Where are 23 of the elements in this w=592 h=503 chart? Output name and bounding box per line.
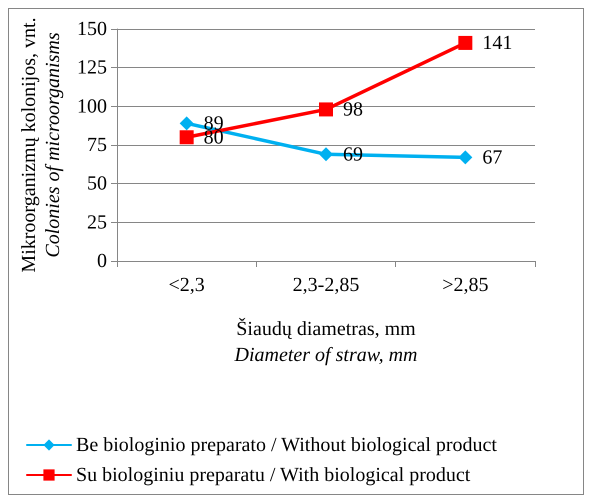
y-tick-label: 50 <box>87 172 107 195</box>
y-tick-label: 0 <box>97 250 107 272</box>
x-tick-label: <2,3 <box>168 274 205 296</box>
y-tick-label: 75 <box>87 134 107 156</box>
x-axis-title: Šiaudų diametras, mm Diameter of straw, mm <box>234 317 418 366</box>
point <box>458 36 472 50</box>
legend-label: Su biologiniu preparatu / With biological product <box>76 464 471 486</box>
point <box>319 102 333 116</box>
x-tick-label: 2,3-2,85 <box>292 274 360 296</box>
y-tick-label: 125 <box>77 56 107 79</box>
point <box>458 150 472 164</box>
y-tick-label: 25 <box>87 211 107 234</box>
y-tick-label: 100 <box>77 95 107 118</box>
point <box>180 130 194 144</box>
y-tick-label: 150 <box>77 18 107 40</box>
data-label: 141 <box>482 32 512 54</box>
data-label: 98 <box>343 98 363 120</box>
legend-label: Be biologinio preparato / Without biological product <box>76 434 498 456</box>
x-tick-label: >2,85 <box>442 274 488 296</box>
y-axis-title: Mikroorganizmų kolonijos, vnt. Colonies of microorganisms <box>18 17 64 273</box>
data-label: 67 <box>482 146 502 168</box>
point <box>319 147 333 162</box>
point <box>180 116 194 130</box>
